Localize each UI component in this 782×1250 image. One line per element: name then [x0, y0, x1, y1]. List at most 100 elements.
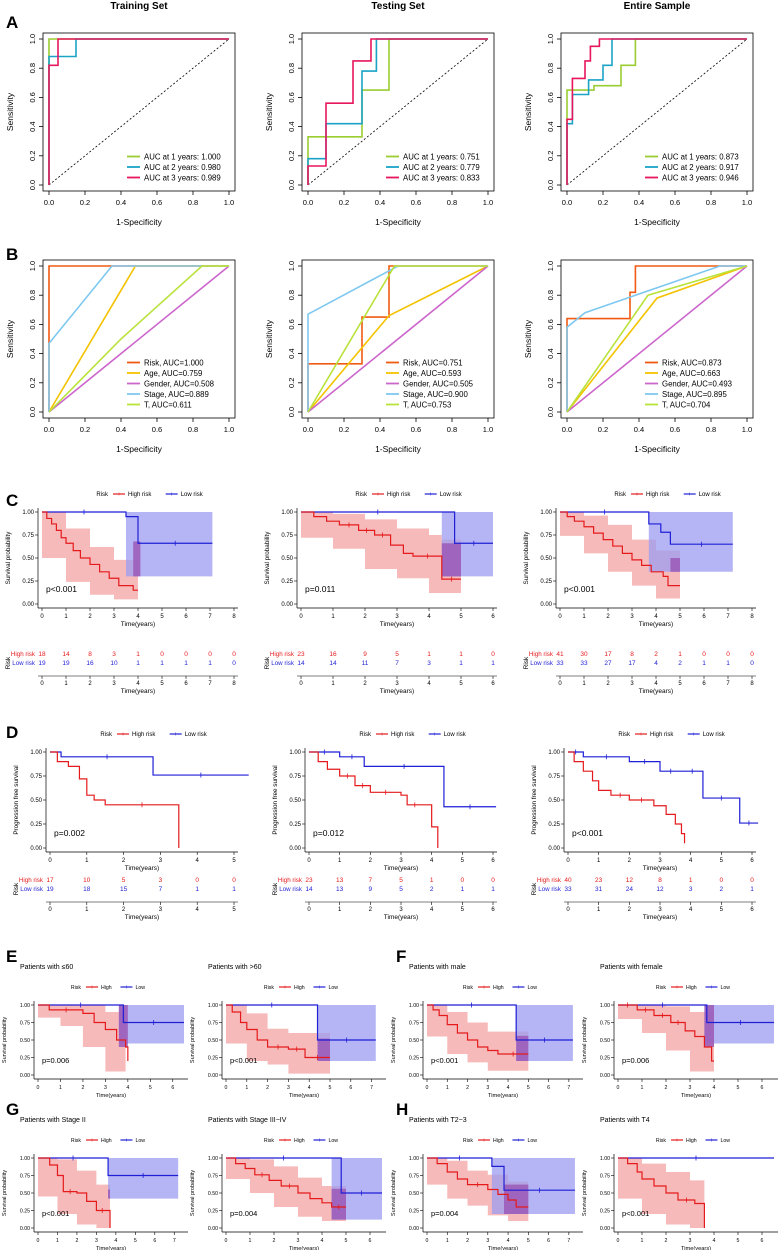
low-risk-confidence-band	[126, 512, 213, 577]
high-risk-confidence-band	[38, 1158, 111, 1228]
band-overlap	[441, 543, 461, 577]
risk-count: 18	[83, 886, 91, 893]
p-value: p=0.004	[230, 1209, 257, 1218]
x-tick-label: 6	[369, 1238, 372, 1244]
x-tick-label: 6	[547, 1085, 550, 1091]
legend-title: Risk	[355, 492, 368, 498]
x-axis-label: 1-Specificity	[116, 444, 163, 454]
x-tick-label: 0.0	[562, 198, 572, 207]
x-tick-label: 4	[654, 614, 658, 620]
y-tick-label: 0.25	[20, 1056, 30, 1062]
x-tick-label: 7	[370, 1085, 373, 1091]
y-axis-label: Survival probability	[5, 531, 12, 585]
risk-count: 41	[556, 651, 564, 658]
high-risk-confidence-band	[560, 512, 680, 599]
y-tick-label: 0.75	[30, 774, 42, 780]
risk-count: 0	[491, 651, 495, 658]
y-tick-label: 0.50	[409, 1038, 419, 1044]
legend-label: Low	[328, 985, 338, 991]
km-chart-d1: Risk + High risk + Low risk 0.00 0.25 0.50 0.75 1…	[13, 732, 249, 921]
legend-label: High	[101, 985, 112, 991]
band-overlap	[670, 558, 680, 572]
risk-row-label: High risk	[537, 877, 562, 884]
risk-count: 1	[689, 877, 693, 884]
x-tick-label: 2	[88, 681, 92, 687]
x-tick-label: 2	[466, 1238, 469, 1244]
x-tick-label: 0.2	[598, 198, 608, 207]
roc-chart-b2: 0.0 0.0 0.2 0.2 0.4 0.4 0.6 0.6 0.8 0.8 1.0 1.0 1-Sp…	[264, 259, 495, 454]
reference-diagonal	[307, 38, 489, 186]
km-chart-d2: Risk + High risk + Low risk 0.00 0.25 0.50 0.75 1…	[272, 732, 497, 921]
roc-curve-2	[307, 38, 488, 185]
y-tick-label: 0.2	[28, 378, 37, 388]
y-tick-label: 0.50	[30, 798, 42, 804]
legend-label: High	[686, 1138, 697, 1144]
km-chart-c1: Risk + High risk + Low risk 0.00 0.25 0.50 0.75 1…	[5, 492, 238, 695]
legend-label: T, AUC=0.704	[662, 401, 711, 410]
risk-count: 1	[702, 660, 706, 667]
y-tick-label: 1.00	[30, 750, 42, 756]
p-value: p=0.006	[622, 1056, 649, 1065]
panel-letter-D: D	[6, 723, 18, 742]
y-tick-label: 0.25	[281, 579, 293, 585]
y-tick-label: 0.6	[546, 319, 555, 329]
x-tick-label: 6	[349, 1085, 352, 1091]
legend-label: Low	[135, 1138, 145, 1144]
x-tick-label: 2	[363, 681, 367, 687]
legend-label: Gender, AUC=0.508	[144, 380, 214, 389]
x-tick-label: 4	[308, 1085, 311, 1091]
x-tick-label: 0.6	[152, 425, 162, 434]
x-tick-label: 6	[702, 681, 706, 687]
risk-count: 1	[136, 651, 140, 658]
y-axis-label: Survival probability	[582, 1170, 588, 1216]
x-tick-label: 1	[85, 858, 89, 864]
legend-label: Age, AUC=0.663	[662, 369, 720, 378]
y-tick-label: 0.75	[281, 533, 293, 539]
risk-row-label: High risk	[270, 651, 295, 658]
low-risk-confidence-band	[108, 1158, 179, 1199]
risk-row-label: High risk	[529, 651, 554, 658]
y-tick-label: 0.6	[287, 92, 296, 102]
legend-label: Age, AUC=0.593	[403, 369, 461, 378]
chart-title: Patients with T2−3	[409, 1117, 467, 1124]
x-tick-label: 0	[48, 907, 52, 913]
x-tick-label: 5	[134, 1238, 137, 1244]
x-tick-label: 0.0	[303, 425, 313, 434]
y-tick-label: 0.75	[540, 533, 552, 539]
y-tick-label: 0.25	[409, 1056, 419, 1062]
y-tick-label: 0.00	[20, 1226, 30, 1232]
x-tick-label: 1	[338, 907, 342, 913]
legend-title: Risk	[656, 1138, 666, 1144]
x-tick-label: 5	[160, 681, 164, 687]
roc-chart-b1: 0.0 0.0 0.2 0.2 0.4 0.4 0.6 0.6 0.8 0.8 1.0 1.0 1-Sp…	[5, 259, 236, 454]
y-axis-label: Survival probability	[2, 1017, 8, 1063]
y-tick-label: 0.00	[548, 846, 560, 852]
legend-label: Low risk	[703, 732, 726, 738]
risk-count: 0	[720, 877, 724, 884]
y-tick-label: 0.0	[546, 407, 555, 417]
high-risk-curve	[226, 1157, 346, 1208]
y-tick-label: 1.00	[548, 750, 560, 756]
x-tick-label: 1	[641, 1085, 644, 1091]
legend-label: Low	[527, 985, 537, 991]
legend-label: Low	[135, 985, 145, 991]
risk-count: 1	[208, 660, 212, 667]
x-tick-label: 3	[112, 614, 116, 620]
risk-count: 1	[459, 651, 463, 658]
y-tick-label: 0.75	[208, 1174, 218, 1180]
reference-diagonal	[566, 38, 748, 186]
x-tick-label: 3	[159, 907, 163, 913]
legend-title: Risk	[614, 492, 627, 498]
risk-count: 0	[232, 660, 236, 667]
roc-chart-a2: Testing Set 0.0 0.0 0.2 0.2 0.4 0.4 0.6 0.6 0.8 0.…	[264, 1, 495, 227]
x-tick-label: 5	[527, 1085, 530, 1091]
legend-label: High	[294, 1138, 305, 1144]
legend-label: High risk	[132, 732, 156, 738]
risk-count: 1	[430, 877, 434, 884]
y-tick-label: 1.00	[208, 1156, 218, 1162]
x-tick-label: 0.8	[706, 425, 716, 434]
y-tick-label: 1.0	[287, 34, 296, 44]
legend-label: High	[493, 985, 504, 991]
risk-table-title: Risk	[272, 882, 279, 895]
